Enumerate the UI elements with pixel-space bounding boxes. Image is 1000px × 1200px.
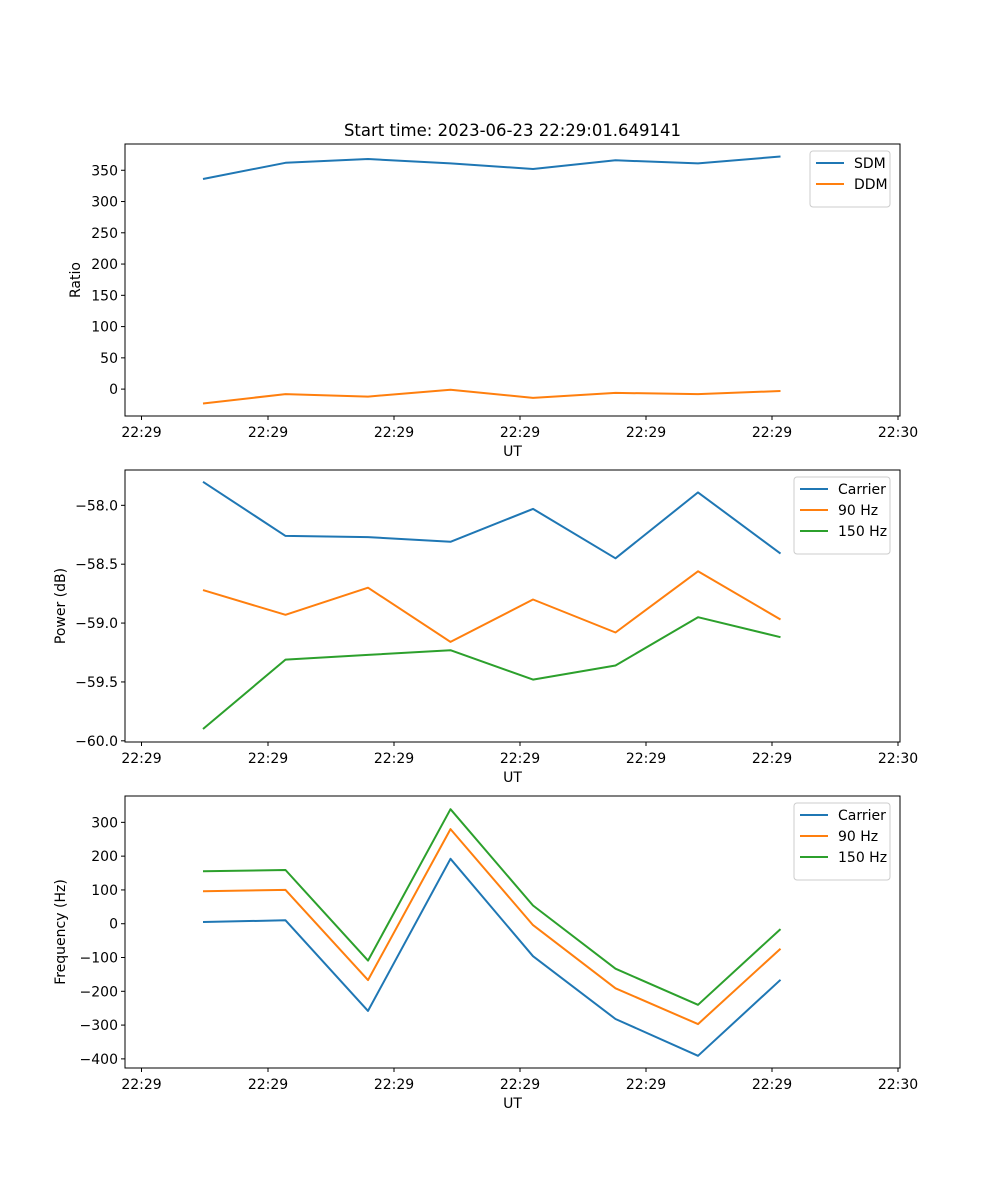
legend-label: SDM	[854, 156, 886, 172]
y-tick-label: −100	[80, 951, 118, 967]
series-line-ddm	[202, 388, 781, 405]
x-tick-label: 22:29	[500, 425, 540, 441]
legend-box	[809, 150, 891, 208]
legend-label: Carrier	[838, 808, 886, 824]
axes-frame	[124, 143, 901, 417]
y-tick-label: 200	[91, 257, 118, 273]
y-tick-label: −58.5	[75, 557, 118, 573]
y-tick-label: 200	[91, 849, 118, 865]
legend-label: 150 Hz	[838, 524, 887, 540]
legend-label: 90 Hz	[838, 829, 878, 845]
series-line-carrier	[202, 857, 782, 1057]
series-line-carrier	[202, 480, 782, 560]
x-tick-label: 22:29	[374, 751, 414, 767]
series-line-150-hz	[202, 808, 782, 1006]
y-axis-label: Power (dB)	[53, 568, 69, 644]
y-tick-label: −300	[80, 1018, 118, 1034]
legend-box	[793, 476, 891, 555]
legend: Carrier 90 Hz 150 Hz	[793, 802, 891, 881]
x-tick-label: 22:29	[752, 1077, 792, 1093]
subplots: 0 50 100 150 200 250 300 350 22:29 22:29 22:29 22:2…	[53, 143, 918, 1112]
x-tick-label: 22:29	[626, 1077, 666, 1093]
x-tick-label: 22:29	[626, 425, 666, 441]
x-tick-label: 22:29	[500, 751, 540, 767]
y-tick-label: −59.0	[75, 616, 118, 632]
y-tick-label: 350	[91, 163, 118, 179]
x-axis-label: UT	[503, 770, 522, 786]
subplot-2: −60.0 −59.5 −59.0 −58.5 −58.0 22:29 22:29 22:29…	[53, 469, 918, 786]
x-tick-label: 22:29	[248, 425, 288, 441]
y-axis-label: Frequency (Hz)	[53, 879, 69, 985]
legend-label: 90 Hz	[838, 503, 878, 519]
x-tick-label: 22:30	[878, 425, 918, 441]
x-tick-label: 22:29	[752, 425, 792, 441]
subplot-3: −400 −300 −200 −100 0 100 200 300 22:29 22:29 22:2…	[53, 795, 918, 1112]
y-tick-label: 250	[91, 226, 118, 242]
legend: Carrier 90 Hz 150 Hz	[793, 476, 891, 555]
y-tick-label: 100	[91, 883, 118, 899]
series-line-90-hz	[202, 570, 782, 643]
x-tick-label: 22:29	[752, 751, 792, 767]
x-tick-label: 22:29	[121, 1077, 161, 1093]
legend-box	[793, 802, 891, 881]
y-tick-label: 300	[91, 195, 118, 211]
x-axis-label: UT	[503, 1096, 522, 1112]
series-line-90-hz	[202, 828, 782, 1026]
figure-title: Start time: 2023-06-23 22:29:01.649141	[344, 121, 681, 140]
y-tick-label: 0	[109, 917, 118, 933]
legend-label: 150 Hz	[838, 850, 887, 866]
legend-label: DDM	[854, 177, 888, 193]
x-tick-label: 22:30	[878, 1077, 918, 1093]
x-tick-label: 22:29	[121, 751, 161, 767]
y-tick-label: −200	[80, 984, 118, 1000]
x-tick-label: 22:29	[374, 1077, 414, 1093]
subplot-1: 0 50 100 150 200 250 300 350 22:29 22:29 22:29 22:2…	[68, 143, 918, 460]
x-tick-label: 22:29	[500, 1077, 540, 1093]
legend: SDM DDM	[809, 150, 891, 208]
y-axis-label: Ratio	[68, 262, 84, 298]
series-line-150-hz	[202, 616, 781, 730]
x-tick-label: 22:29	[248, 1077, 288, 1093]
x-tick-label: 22:30	[878, 751, 918, 767]
y-tick-label: 300	[91, 815, 118, 831]
x-tick-label: 22:29	[374, 425, 414, 441]
y-tick-label: 50	[100, 351, 118, 367]
axes-frame	[124, 469, 901, 743]
y-tick-label: −59.5	[75, 675, 118, 691]
legend-label: Carrier	[838, 482, 886, 498]
x-tick-label: 22:29	[121, 425, 161, 441]
y-tick-label: −400	[80, 1052, 118, 1068]
x-tick-label: 22:29	[626, 751, 666, 767]
y-tick-label: −60.0	[75, 734, 118, 750]
series-line-sdm	[202, 155, 781, 180]
x-axis-label: UT	[503, 444, 522, 460]
axes-frame	[124, 795, 901, 1069]
y-tick-label: −58.0	[75, 498, 118, 514]
x-tick-label: 22:29	[248, 751, 288, 767]
y-tick-label: 0	[109, 382, 118, 398]
y-tick-label: 150	[91, 288, 118, 304]
y-tick-label: 100	[91, 320, 118, 336]
